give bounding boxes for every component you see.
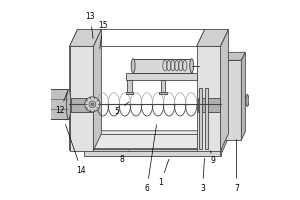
Polygon shape <box>70 29 77 151</box>
Polygon shape <box>159 92 167 94</box>
Text: 9: 9 <box>210 151 215 165</box>
Polygon shape <box>199 88 202 149</box>
Polygon shape <box>47 89 69 119</box>
Polygon shape <box>126 73 197 80</box>
Ellipse shape <box>190 59 194 73</box>
Polygon shape <box>161 80 165 93</box>
Polygon shape <box>223 52 245 60</box>
Text: 8: 8 <box>120 151 129 164</box>
Text: 14: 14 <box>65 124 86 175</box>
Polygon shape <box>197 46 220 151</box>
Circle shape <box>85 97 100 112</box>
Text: 15: 15 <box>98 21 108 49</box>
Polygon shape <box>127 80 131 93</box>
Polygon shape <box>223 60 242 140</box>
Polygon shape <box>85 149 220 156</box>
Polygon shape <box>70 29 101 46</box>
Circle shape <box>91 103 94 106</box>
Polygon shape <box>85 131 229 149</box>
Polygon shape <box>242 52 245 140</box>
Ellipse shape <box>131 59 135 73</box>
Text: 6: 6 <box>145 125 157 193</box>
Polygon shape <box>93 29 101 151</box>
Polygon shape <box>220 131 229 156</box>
Text: 13: 13 <box>85 12 95 39</box>
Text: 1: 1 <box>158 159 169 187</box>
Polygon shape <box>220 29 229 151</box>
Polygon shape <box>70 98 92 112</box>
Ellipse shape <box>66 89 71 119</box>
Circle shape <box>89 101 96 108</box>
Ellipse shape <box>246 94 249 106</box>
Polygon shape <box>126 92 133 94</box>
Text: 5: 5 <box>115 102 129 116</box>
Polygon shape <box>198 98 220 112</box>
Text: 3: 3 <box>200 158 205 193</box>
Polygon shape <box>197 29 229 46</box>
Polygon shape <box>205 88 208 149</box>
Polygon shape <box>133 59 192 73</box>
Ellipse shape <box>44 89 49 119</box>
Text: 7: 7 <box>234 140 239 193</box>
Text: 12: 12 <box>55 92 68 115</box>
Polygon shape <box>70 46 93 151</box>
